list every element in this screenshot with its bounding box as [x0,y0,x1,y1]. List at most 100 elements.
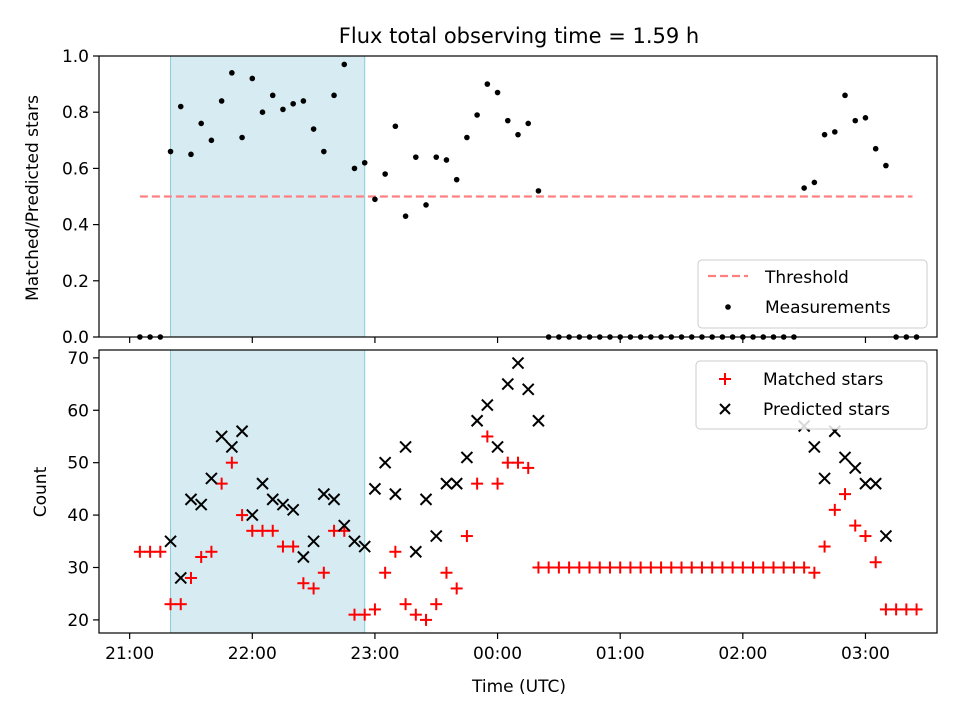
measurement-point [382,171,388,177]
matched-star-point [184,571,197,584]
x-tick-label: 00:00 [473,644,522,664]
ratio-plot-area [137,61,920,340]
predicted-star-point [164,535,177,548]
ratio-panel: 0.0 0.2 0.4 0.6 0.8 1.0 Matched/Predicted sta… [23,47,938,348]
predicted-star-point [481,398,494,412]
count-panel: 20 30 40 50 60 70 21:00 22:00 23:00 00:00 01:00 02… [31,349,938,664]
ratio-legend: Threshold Measurements [697,259,928,329]
matched-star-point [644,561,657,574]
x-axis-label: Time (UTC) [471,677,566,697]
measurement-point [872,145,879,152]
matched-star-point [460,530,473,543]
measurement-point [535,188,542,194]
matched-star-point [256,524,269,537]
matched-star-point [849,519,862,532]
predicted-star-point [879,529,893,543]
ratio-y-axis: 0.0 0.2 0.4 0.6 0.8 1.0 [62,47,99,348]
ratio-x-axis [129,337,867,343]
measurement-point [484,81,491,87]
matched-star-point [593,561,606,574]
matched-star-point [675,561,688,574]
matched-star-point [665,561,678,574]
matched-star-point [195,551,208,564]
predicted-star-point [307,535,320,548]
predicted-star-point [808,440,821,454]
predicted-star-point [532,414,545,427]
matched-star-point [133,545,146,558]
measurement-point [494,89,501,96]
predicted-star-point [317,487,331,501]
matched-star-point [634,561,647,574]
measurement-point [862,115,869,121]
matched-star-point [297,577,310,590]
legend-measurement-label: Measurements [765,298,891,318]
predicted-star-point [235,425,249,438]
matched-star-point [276,540,289,553]
matched-star-point [532,561,545,574]
count-legend: Matched stars Predicted stars [695,360,928,430]
x-tick-label: 22:00 [228,644,277,664]
matched-star-point [706,561,719,574]
legend-threshold-label: Threshold [764,268,849,288]
matched-star-point [757,561,770,574]
measurement-point [198,120,204,127]
matched-star-point [440,566,453,579]
matched-star-point [787,561,800,574]
measurement-point [208,137,215,144]
measurement-point [188,151,194,158]
measurement-point [392,123,399,130]
x-tick-label: 02:00 [718,644,767,664]
matched-star-point [583,561,596,574]
matched-star-point [655,561,668,574]
matched-star-point [430,598,443,611]
matched-star-point [144,545,157,558]
measurement-point [821,131,828,138]
predicted-star-point [378,456,392,469]
count-y-tick-label: 70 [67,349,89,369]
matched-star-point [624,561,637,574]
matched-star-point [368,603,381,616]
matched-star-point [685,561,698,574]
matched-star-point [246,524,259,537]
matched-star-point [399,598,412,611]
measurement-point [443,157,450,163]
matched-star-point [522,461,535,474]
predicted-star-point [184,493,198,506]
measurement-point [402,213,409,219]
legend-matched-label: Matched stars [763,370,883,390]
measurement-point [218,98,225,104]
count-y-tick-label: 20 [67,611,89,631]
matched-star-point [542,561,555,574]
measurement-point [341,61,348,68]
predicted-star-point [470,414,484,427]
measurement-point [515,131,521,138]
matched-star-point [890,603,903,616]
matched-star-point [287,540,300,553]
matched-star-point [205,545,218,558]
predicted-star-point [818,472,831,485]
predicted-star-point [522,383,535,396]
predicted-star-point [368,482,382,496]
matched-star-point [389,545,402,558]
matched-star-point [512,456,524,469]
predicted-star-point [389,487,402,501]
matched-star-point [552,561,565,574]
matched-star-point [736,561,749,574]
count-axes-frame [98,349,938,634]
measurement-point [832,129,838,135]
matched-star-point [450,582,463,595]
measurement-point [229,70,235,76]
predicted-star-point [409,545,423,558]
measurement-point [321,148,327,155]
legend-measurement-swatch [725,304,731,310]
x-tick-label: 03:00 [841,644,890,664]
matched-star-point [328,524,341,537]
predicted-star-point [194,498,208,511]
measurement-point [249,75,256,82]
predicted-star-point [215,430,228,443]
legend-matched-swatch [719,373,731,385]
measurement-point [811,179,818,186]
matched-star-point [154,545,167,558]
count-y-tick-label: 50 [67,454,89,474]
